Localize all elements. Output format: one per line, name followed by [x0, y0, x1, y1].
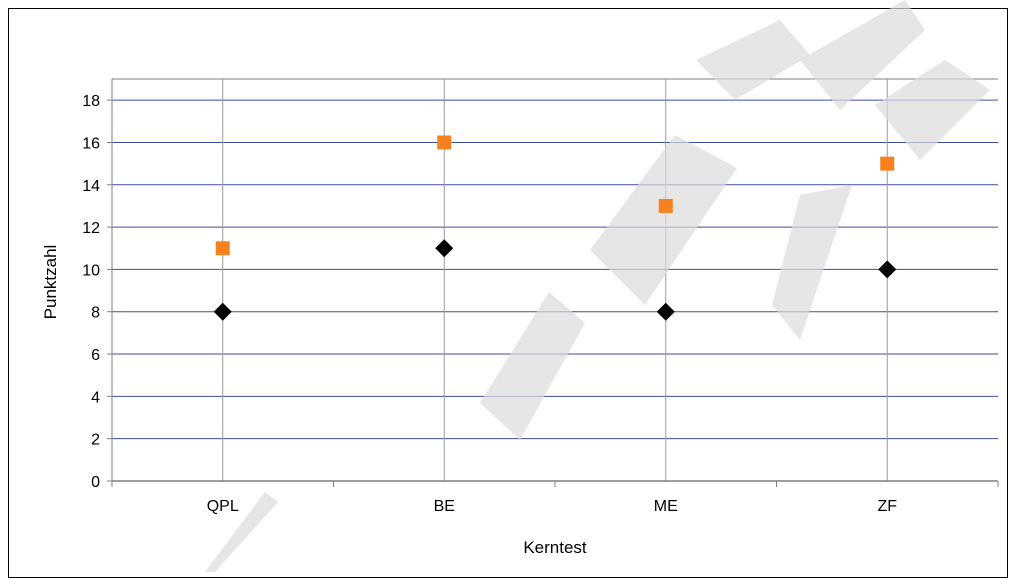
watermark-stroke	[800, 0, 925, 110]
y-tick-label: 4	[91, 389, 100, 406]
x-tick-label: ZF	[877, 498, 897, 515]
watermark-stroke	[205, 492, 278, 572]
watermark	[205, 0, 990, 572]
x-tick-label: QPL	[207, 498, 239, 515]
series-2-point	[656, 302, 675, 321]
x-tick-label: BE	[434, 498, 455, 515]
series-1-point	[658, 198, 673, 213]
watermark-stroke	[480, 292, 585, 440]
x-axis-title: Kerntest	[523, 538, 587, 557]
y-tick-label: 2	[91, 432, 100, 449]
watermark-stroke	[772, 185, 852, 340]
marks-layer	[213, 135, 897, 321]
series-1-point	[880, 156, 895, 171]
series-2-point	[435, 239, 454, 258]
series-1-point	[437, 135, 452, 150]
y-tick-label: 10	[82, 262, 100, 279]
watermark-stroke	[696, 20, 810, 100]
series-1-point	[215, 241, 230, 256]
y-tick-label: 6	[91, 347, 100, 364]
y-tick-label: 16	[82, 135, 100, 152]
series-2-point	[878, 260, 897, 279]
y-tick-label: 14	[82, 178, 100, 195]
y-axis-title: Punktzahl	[41, 245, 60, 320]
x-tick-label: ME	[654, 498, 678, 515]
y-tick-label: 12	[82, 220, 100, 237]
y-tick-label: 18	[82, 93, 100, 110]
axis-layer: 0 2 4 6 8 10 12 14 16 18 QPL BE ME ZF	[82, 79, 999, 515]
series-2-point	[213, 302, 232, 321]
y-tick-label: 0	[91, 474, 100, 491]
watermark-stroke	[875, 60, 990, 160]
watermark-stroke	[590, 135, 737, 305]
grid-layer	[112, 78, 998, 481]
y-tick-label: 8	[91, 305, 100, 322]
